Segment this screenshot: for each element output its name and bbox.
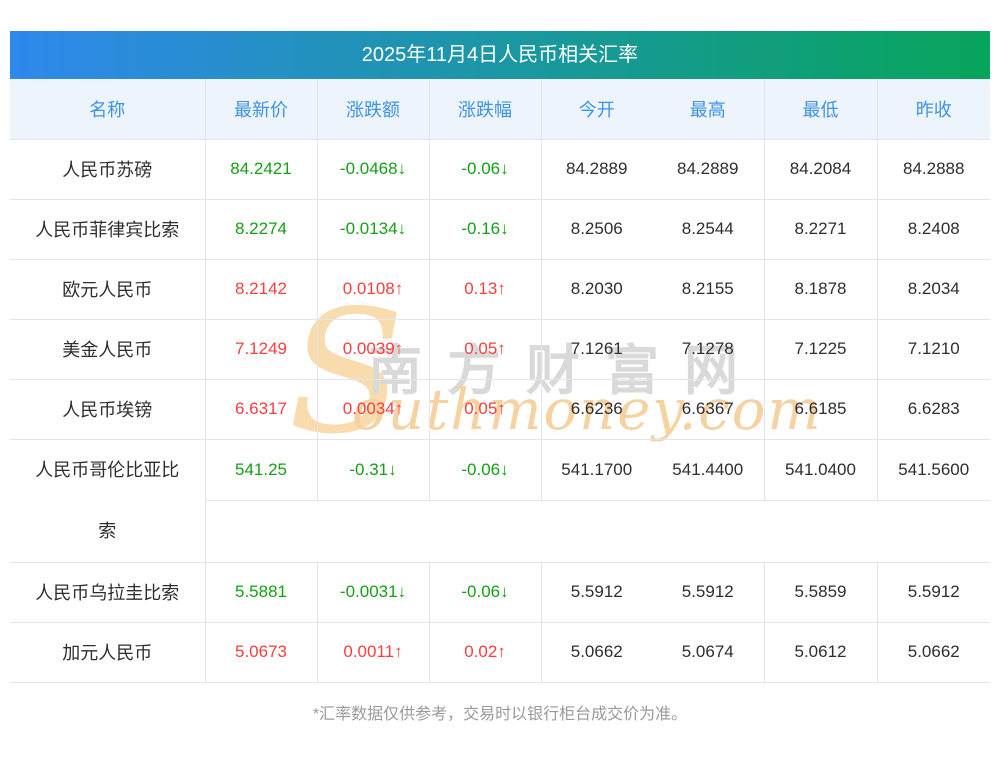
table-row: 人民币哥伦比亚比索 541.25 -0.31↓ -0.06↓ 541.1700 …	[10, 439, 990, 562]
table-header-row: 名称 最新价 涨跌额 涨跌幅 今开 最高 最低 昨收	[10, 79, 990, 139]
change-percent: 0.05↑	[429, 379, 542, 439]
low-price: 8.1878	[764, 259, 878, 319]
prev-close: 8.2408	[907, 219, 960, 238]
currency-name: 人民币埃镑	[10, 379, 206, 439]
currency-name: 美金人民币	[10, 319, 206, 379]
latest-price: 8.2274	[205, 199, 318, 259]
page-title: 2025年11月4日人民币相关汇率	[10, 31, 990, 79]
latest-price: 5.5881	[205, 562, 318, 622]
prev-close: 6.6283	[907, 399, 960, 418]
change-amount: -0.31↓	[317, 439, 430, 501]
open-price: 8.2506	[570, 219, 623, 238]
latest-price: 541.25	[205, 439, 318, 501]
change-amount: -0.0468↓	[317, 139, 430, 199]
header-open: 今开	[578, 99, 615, 120]
change-percent: 0.05↑	[429, 319, 542, 379]
change-percent: 0.13↑	[429, 259, 542, 319]
latest-price: 84.2421	[205, 139, 318, 199]
open-price: 5.0662	[570, 642, 623, 661]
header-change: 涨跌额	[317, 79, 430, 139]
high-price: 84.2889	[652, 139, 765, 199]
table-row: 人民币菲律宾比索 8.2274 -0.0134↓ -0.16↓ 8.2506 8…	[10, 199, 990, 259]
table-row: 欧元人民币 8.2142 0.0108↑ 0.13↑ 8.2030 8.2155…	[10, 259, 990, 319]
low-price: 84.2084	[764, 139, 878, 199]
high-price: 541.4400	[652, 439, 765, 501]
prev-close: 7.1210	[907, 339, 960, 358]
low-price: 5.5859	[764, 562, 878, 622]
change-amount: -0.0031↓	[317, 562, 430, 622]
open-price: 541.1700	[561, 459, 633, 479]
high-price: 7.1278	[652, 319, 765, 379]
currency-name: 人民币哥伦比亚比索	[10, 439, 206, 562]
table-row: 人民币苏磅 84.2421 -0.0468↓ -0.06↓ 84.2889 84…	[10, 139, 990, 199]
change-percent: -0.06↓	[429, 562, 542, 622]
prev-close: 84.2888	[903, 159, 965, 178]
open-price: 8.2030	[570, 279, 623, 298]
table-row-overflow	[10, 500, 990, 563]
disclaimer-note: *汇率数据仅供参考，交易时以银行柜台成交价为准。	[312, 705, 688, 723]
open-price: 7.1261	[570, 339, 623, 358]
change-amount: 0.0108↑	[317, 259, 430, 319]
header-prev: 昨收	[915, 99, 952, 120]
open-price: 5.5912	[570, 582, 623, 601]
high-price: 5.0674	[652, 622, 765, 682]
header-latest: 最新价	[205, 79, 318, 139]
open-price: 84.2889	[566, 159, 628, 178]
high-price: 5.5912	[652, 562, 765, 622]
latest-price: 8.2142	[205, 259, 318, 319]
table-row: 人民币乌拉圭比索 5.5881 -0.0031↓ -0.06↓ 5.5912 5…	[10, 562, 990, 622]
prev-close: 8.2034	[907, 279, 960, 298]
change-amount: 0.0039↑	[317, 319, 430, 379]
header-name: 名称	[10, 79, 206, 139]
high-price: 8.2155	[652, 259, 765, 319]
low-price: 6.6185	[764, 379, 878, 439]
table-row: 人民币埃镑 6.6317 0.0034↑ 0.05↑ 6.6236 6.6367…	[10, 379, 990, 439]
change-percent: 0.02↑	[429, 622, 542, 682]
low-price: 541.0400	[764, 439, 878, 501]
rate-table-container: 2025年11月4日人民币相关汇率 名称 最新价 涨跌额 涨跌幅 今开 最高 最…	[10, 31, 990, 724]
low-price: 5.0612	[764, 622, 878, 682]
empty-cell	[205, 501, 990, 563]
high-price: 6.6367	[652, 379, 765, 439]
high-price: 8.2544	[652, 199, 765, 259]
currency-name: 欧元人民币	[10, 259, 206, 319]
header-high: 最高	[652, 79, 765, 139]
currency-name: 加元人民币	[10, 622, 206, 682]
change-amount: 0.0034↑	[317, 379, 430, 439]
exchange-rate-table: 名称 最新价 涨跌额 涨跌幅 今开 最高 最低 昨收 人民币苏磅 84.2421…	[10, 79, 990, 683]
header-pct: 涨跌幅	[429, 79, 542, 139]
latest-price: 6.6317	[205, 379, 318, 439]
change-amount: -0.0134↓	[317, 199, 430, 259]
currency-name: 人民币菲律宾比索	[10, 199, 206, 259]
prev-close: 541.5600	[898, 459, 970, 479]
low-price: 8.2271	[764, 199, 878, 259]
prev-close: 5.5912	[907, 582, 960, 601]
change-amount: 0.0011↑	[317, 622, 430, 682]
currency-name: 人民币乌拉圭比索	[10, 562, 206, 622]
prev-close: 5.0662	[907, 642, 960, 661]
change-percent: -0.06↓	[429, 139, 542, 199]
open-price: 6.6236	[570, 399, 623, 418]
table-row: 加元人民币 5.0673 0.0011↑ 0.02↑ 5.0662 5.0674…	[10, 622, 990, 682]
low-price: 7.1225	[764, 319, 878, 379]
change-percent: -0.16↓	[429, 199, 542, 259]
latest-price: 5.0673	[205, 622, 318, 682]
latest-price: 7.1249	[205, 319, 318, 379]
currency-name: 人民币苏磅	[10, 139, 206, 199]
change-percent: -0.06↓	[429, 439, 542, 501]
table-row: 美金人民币 7.1249 0.0039↑ 0.05↑ 7.1261 7.1278…	[10, 319, 990, 379]
header-low: 最低	[764, 79, 878, 139]
